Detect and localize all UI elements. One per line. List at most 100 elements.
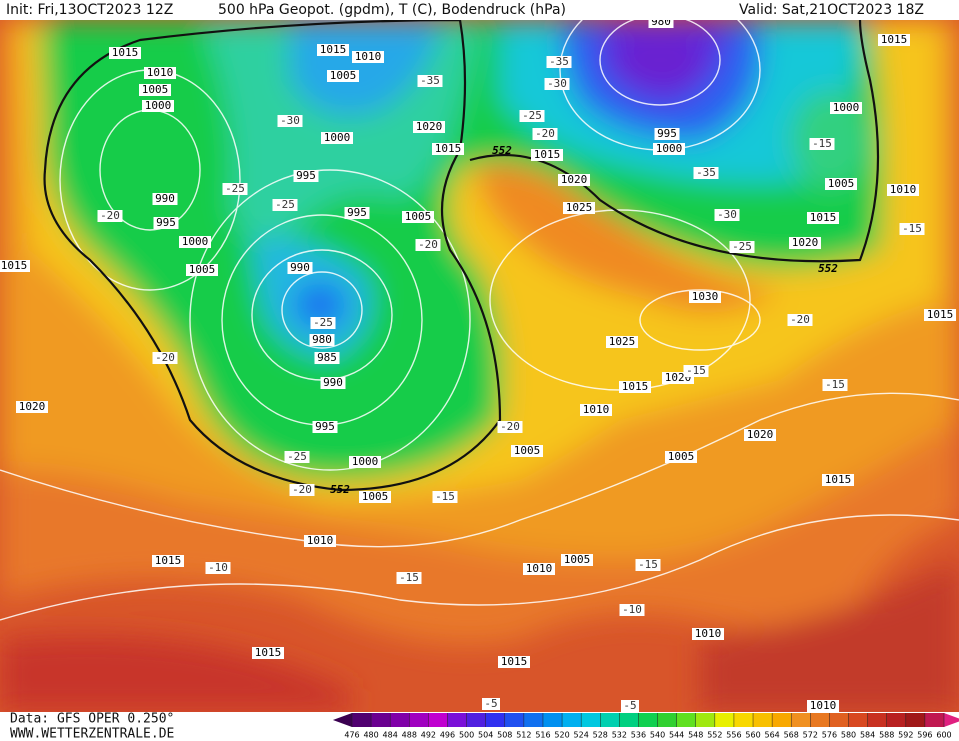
label-box: [825, 178, 857, 190]
label-text: 1015: [112, 46, 139, 59]
label-box: [693, 167, 719, 179]
pressure-label: 995: [153, 216, 179, 229]
label-text: 985: [317, 351, 337, 364]
label-text: -25: [287, 450, 307, 463]
label-box: [809, 138, 835, 150]
pressure-label: 1005: [359, 490, 391, 503]
pressure-label: 990: [320, 376, 346, 389]
temperature-label: -20: [532, 127, 558, 140]
pressure-label: 1025: [563, 201, 595, 214]
legend-label: 524: [574, 731, 589, 740]
pressure-label: 1015: [317, 43, 349, 56]
label-text: 990: [290, 261, 310, 274]
label-box: [787, 314, 813, 326]
pressure-label: 1010: [144, 66, 176, 79]
temperature-label: -20: [152, 351, 178, 364]
label-text: -30: [547, 77, 567, 90]
site-name: WWW.WETTERZENTRALE.DE: [10, 727, 174, 741]
pressure-label: 990: [287, 261, 313, 274]
label-box: [511, 445, 543, 457]
label-text: 1010: [147, 66, 174, 79]
legend-label: 544: [669, 731, 684, 740]
label-box: [352, 51, 384, 63]
label-box: [359, 491, 391, 503]
legend-label: 516: [535, 731, 550, 740]
label-box: [653, 143, 685, 155]
label-box: [344, 207, 370, 219]
label-box: [822, 474, 854, 486]
legend-swatch: [791, 713, 811, 727]
label-text: 1005: [330, 69, 357, 82]
label-box: [580, 404, 612, 416]
label-box: [789, 237, 821, 249]
legend-label: 480: [363, 731, 378, 740]
label-text: -15: [902, 222, 922, 235]
label-text: 1000: [656, 142, 683, 155]
legend-label: 528: [593, 731, 608, 740]
label-text: 1020: [561, 173, 588, 186]
pressure-label: 1015: [109, 46, 141, 59]
pressure-label: 1000: [349, 455, 381, 468]
temperature-label: -15: [822, 378, 848, 391]
temperature-label: -30: [714, 208, 740, 221]
label-text: 1005: [362, 490, 389, 503]
legend-label: 560: [745, 731, 760, 740]
label-box: [531, 149, 563, 161]
label-text: -20: [155, 351, 175, 364]
label-text: 1025: [609, 335, 636, 348]
legend-swatch: [695, 713, 716, 727]
pressure-label: 1015: [432, 142, 464, 155]
legend-swatch: [714, 713, 735, 727]
label-text: -25: [732, 240, 752, 253]
label-box: [519, 110, 545, 122]
pressure-label: 1000: [321, 131, 353, 144]
label-box: [482, 698, 500, 710]
label-text: 1025: [566, 201, 593, 214]
pressure-label: 1015: [498, 655, 530, 668]
label-text: -25: [522, 109, 542, 122]
label-box: [619, 604, 645, 616]
label-box: [807, 700, 839, 712]
label-box: [205, 562, 231, 574]
label-text: 995: [657, 127, 677, 140]
legend-swatch: [772, 713, 792, 727]
label-box: [16, 401, 48, 413]
legend-label: 584: [860, 731, 875, 740]
label-box: [635, 559, 661, 571]
init-time: Init: Fri,13OCT2023 12Z: [6, 2, 173, 18]
temperature-label: -25: [272, 198, 298, 211]
pressure-label: 1015: [807, 211, 839, 224]
label-text: 1000: [833, 101, 860, 114]
label-text: 1010: [307, 534, 334, 547]
label-text: 1015: [155, 554, 182, 567]
label-box: [272, 199, 298, 211]
label-box: [563, 202, 595, 214]
pressure-label: 990: [152, 192, 178, 205]
label-box: [109, 47, 141, 59]
legend-label: 488: [402, 731, 417, 740]
legend-swatch: [905, 713, 926, 727]
legend-swatch: [886, 713, 907, 727]
label-box: [498, 656, 530, 668]
label-box: [714, 209, 740, 221]
label-box: [619, 381, 651, 393]
legend-swatch: [924, 713, 945, 727]
legend-swatch: [409, 713, 429, 727]
legend-swatch: [352, 713, 372, 727]
label-box: [899, 223, 925, 235]
temperature-label: -25: [222, 182, 248, 195]
legend-label: 596: [917, 731, 932, 740]
legend-label: 500: [459, 731, 474, 740]
label-box: [142, 100, 174, 112]
pressure-label: 995: [312, 420, 338, 433]
contour-label: 552: [818, 262, 838, 275]
legend-arrow-left: [332, 713, 352, 727]
label-box: [561, 554, 593, 566]
label-box: [665, 451, 697, 463]
label-box: [320, 377, 346, 389]
label-box: [139, 84, 171, 96]
pressure-label: 1025: [606, 335, 638, 348]
pressure-label: 1015: [878, 33, 910, 46]
legend-swatch: [848, 713, 869, 727]
label-text: -20: [418, 238, 438, 251]
